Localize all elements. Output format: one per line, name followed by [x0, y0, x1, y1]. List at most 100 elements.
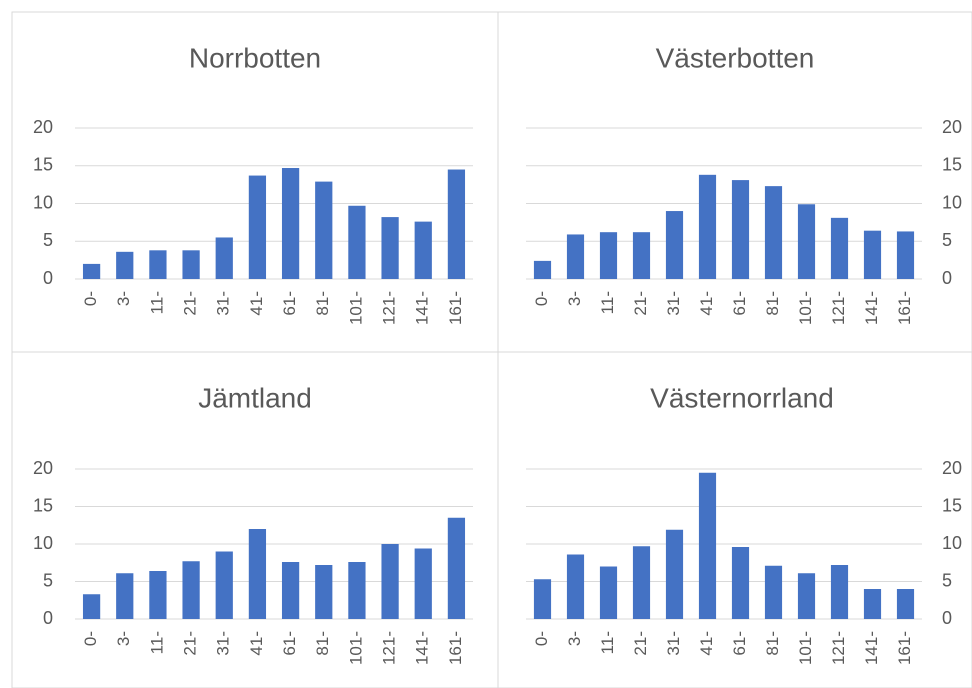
y-tick-label: 20 — [942, 458, 962, 478]
x-tick-label: 141- — [862, 631, 881, 665]
bar — [149, 571, 167, 619]
x-tick-label: 61- — [280, 631, 299, 656]
bar — [447, 517, 466, 619]
bar — [698, 472, 717, 619]
bar — [248, 529, 267, 619]
x-tick-label: 141- — [862, 291, 881, 325]
y-tick-label: 20 — [33, 117, 53, 137]
x-tick-label: 3- — [114, 291, 133, 306]
bar — [116, 573, 134, 619]
bar — [82, 594, 101, 619]
x-tick-label: 141- — [413, 291, 432, 325]
bar — [731, 547, 750, 619]
bar — [632, 546, 651, 619]
bar — [764, 186, 783, 279]
x-tick-label: 141- — [413, 631, 432, 665]
chart-title: Norrbotten — [189, 42, 321, 73]
y-tick-label: 20 — [942, 117, 962, 137]
bar — [281, 168, 300, 279]
x-tick-label: 161- — [446, 631, 465, 665]
x-tick-label: 161- — [895, 631, 914, 665]
x-tick-label: 161- — [895, 291, 914, 325]
bar — [182, 250, 200, 279]
x-tick-label: 81- — [313, 291, 332, 316]
bar — [599, 232, 618, 279]
x-tick-label: 81- — [763, 291, 782, 316]
bar — [414, 548, 432, 619]
y-tick-label: 15 — [33, 495, 53, 515]
x-tick-label: 21- — [631, 631, 650, 656]
bar — [281, 562, 300, 619]
x-tick-label: 101- — [796, 631, 815, 665]
x-tick-label: 0- — [532, 291, 551, 306]
x-tick-label: 3- — [114, 631, 133, 646]
x-tick-label: 61- — [280, 291, 299, 316]
bar — [248, 175, 267, 279]
bar — [315, 181, 333, 279]
bar — [182, 561, 200, 619]
chart-title: Västernorrland — [650, 382, 834, 413]
x-tick-label: 61- — [730, 291, 749, 316]
bar — [566, 554, 585, 619]
x-tick-label: 11- — [147, 291, 166, 314]
x-tick-label: 121- — [380, 631, 399, 665]
bar — [797, 573, 816, 619]
bar — [863, 589, 882, 619]
bar — [381, 217, 399, 279]
chart-title: Västerbotten — [656, 42, 815, 73]
bar — [830, 565, 849, 619]
x-tick-label: 41- — [247, 631, 266, 656]
bar — [116, 251, 134, 279]
bar — [665, 211, 684, 279]
x-tick-label: 41- — [697, 291, 716, 316]
x-tick-label: 121- — [829, 291, 848, 325]
x-tick-label: 161- — [446, 291, 465, 325]
bar — [215, 237, 233, 279]
bar — [863, 230, 882, 279]
bar — [533, 260, 552, 279]
bar — [215, 551, 233, 619]
y-tick-label: 5 — [43, 230, 53, 250]
panel — [497, 351, 972, 688]
x-tick-label: 0- — [81, 631, 100, 646]
x-tick-label: 11- — [598, 631, 617, 654]
chart-title: Jämtland — [198, 382, 312, 413]
y-tick-label: 5 — [942, 570, 952, 590]
bar — [82, 263, 101, 279]
x-tick-label: 0- — [81, 291, 100, 306]
bar — [665, 529, 684, 619]
y-tick-label: 0 — [43, 268, 53, 288]
bar — [348, 205, 366, 279]
x-tick-label: 3- — [565, 291, 584, 306]
bar — [731, 180, 750, 279]
x-tick-label: 81- — [763, 631, 782, 656]
bar — [797, 204, 816, 279]
bar — [381, 544, 399, 619]
y-tick-label: 20 — [33, 458, 53, 478]
x-tick-label: 101- — [346, 631, 365, 665]
y-tick-label: 10 — [33, 192, 53, 212]
x-tick-label: 31- — [214, 291, 233, 316]
x-tick-label: 41- — [247, 291, 266, 316]
y-tick-label: 15 — [942, 495, 962, 515]
x-tick-label: 21- — [181, 631, 200, 656]
y-tick-label: 15 — [942, 155, 962, 175]
bar — [632, 232, 651, 279]
x-tick-label: 31- — [214, 631, 233, 656]
bar — [447, 169, 466, 279]
y-tick-label: 15 — [33, 155, 53, 175]
x-tick-label: 31- — [664, 631, 683, 656]
x-tick-label: 81- — [313, 631, 332, 656]
bar — [315, 565, 333, 619]
x-tick-label: 121- — [829, 631, 848, 665]
bar — [149, 250, 167, 279]
bar — [414, 221, 432, 279]
x-tick-label: 101- — [796, 291, 815, 325]
y-tick-label: 5 — [43, 570, 53, 590]
bar — [698, 174, 717, 279]
bar — [896, 589, 915, 619]
y-tick-label: 10 — [942, 533, 962, 553]
x-tick-label: 21- — [631, 291, 650, 316]
bar — [830, 217, 849, 279]
